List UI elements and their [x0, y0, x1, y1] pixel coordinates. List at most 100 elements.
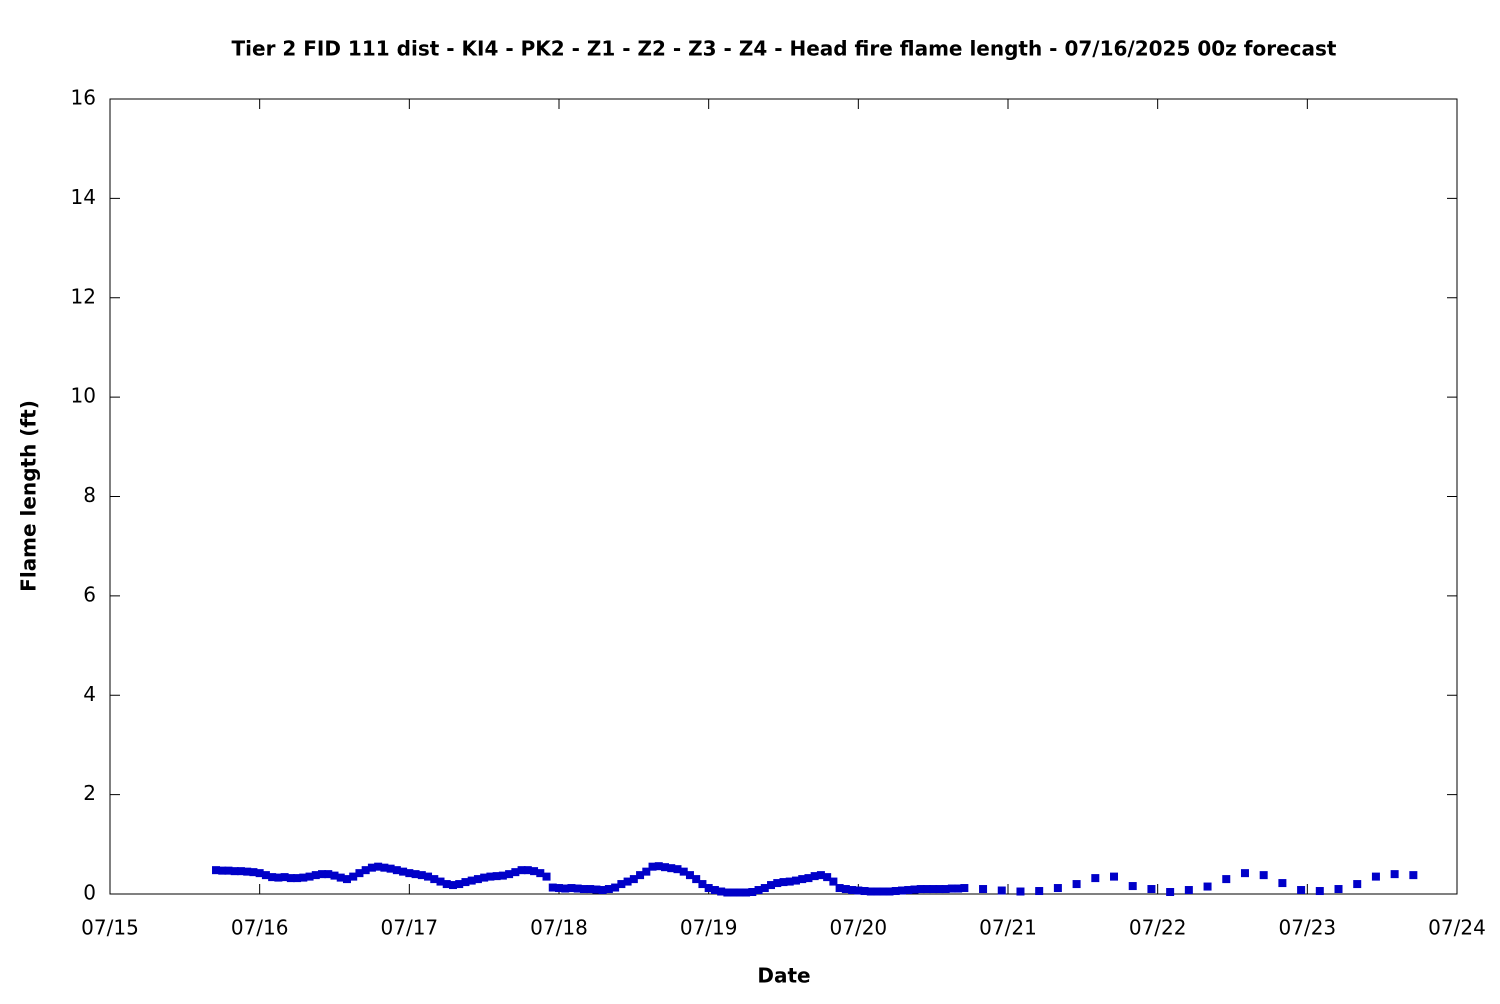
point — [455, 880, 464, 889]
point — [492, 872, 501, 881]
point — [636, 871, 645, 880]
point — [318, 870, 327, 879]
point — [654, 862, 663, 871]
y-tick-label: 10 — [71, 384, 96, 408]
point — [536, 869, 545, 878]
chart-title: Tier 2 FID 111 dist - KI4 - PK2 - Z1 - Z… — [232, 37, 1337, 61]
x-tick-label: 07/19 — [680, 916, 738, 940]
point — [767, 881, 776, 890]
point — [299, 873, 308, 882]
point — [679, 867, 688, 876]
point — [542, 872, 551, 881]
point — [1371, 872, 1380, 881]
point — [1315, 887, 1324, 896]
point — [505, 870, 514, 879]
point — [1278, 879, 1287, 888]
y-tick-label: 2 — [83, 781, 96, 805]
point — [873, 887, 882, 896]
point — [791, 876, 800, 885]
point — [866, 887, 875, 896]
point — [517, 866, 526, 875]
point — [1110, 872, 1119, 881]
point — [274, 873, 283, 882]
point — [286, 874, 295, 883]
point — [430, 875, 439, 884]
point — [1053, 884, 1062, 893]
point — [1390, 870, 1399, 879]
point — [255, 869, 264, 878]
x-tick-label: 07/23 — [1279, 916, 1337, 940]
point — [1016, 887, 1025, 896]
point — [280, 873, 289, 882]
point — [380, 863, 389, 872]
point — [480, 873, 489, 882]
y-tick-label: 8 — [83, 483, 96, 507]
point — [717, 887, 726, 896]
point — [922, 885, 931, 894]
point — [947, 884, 956, 893]
x-tick-label: 07/24 — [1428, 916, 1486, 940]
point — [367, 863, 376, 872]
y-tick-label: 4 — [83, 682, 96, 706]
point — [511, 868, 520, 877]
point — [567, 884, 576, 893]
point — [411, 870, 420, 879]
point — [342, 875, 351, 884]
point — [586, 885, 595, 894]
point — [1353, 880, 1362, 889]
point — [673, 865, 682, 874]
point — [729, 888, 738, 897]
y-axis-label: Flame length (ft) — [17, 400, 41, 592]
point — [355, 869, 364, 878]
point — [592, 885, 601, 894]
point — [816, 871, 825, 880]
point — [629, 875, 638, 884]
point — [798, 875, 807, 884]
point — [1259, 871, 1268, 880]
point — [742, 888, 751, 897]
point — [692, 875, 701, 884]
point — [623, 877, 632, 886]
point — [904, 886, 913, 895]
point — [330, 871, 339, 880]
y-tick-label: 14 — [71, 185, 96, 209]
point — [461, 878, 470, 887]
point — [773, 879, 782, 888]
point — [236, 867, 245, 876]
point — [954, 884, 963, 893]
point — [704, 884, 713, 893]
point — [311, 871, 320, 880]
point — [212, 866, 221, 875]
point — [997, 886, 1006, 895]
point — [1222, 875, 1231, 884]
point — [910, 885, 919, 894]
x-tick-label: 07/16 — [231, 916, 289, 940]
point — [417, 871, 426, 880]
point — [473, 875, 482, 884]
point — [710, 886, 719, 895]
point — [642, 867, 651, 876]
y-tick-label: 12 — [71, 284, 96, 308]
point — [1147, 885, 1156, 894]
point — [442, 880, 451, 889]
point — [218, 866, 227, 875]
point — [748, 888, 757, 897]
point — [374, 862, 383, 871]
point — [405, 869, 414, 878]
point — [349, 872, 358, 881]
point — [598, 886, 607, 895]
point — [648, 862, 657, 871]
point — [848, 886, 857, 895]
point — [530, 867, 539, 876]
point — [611, 883, 620, 892]
point — [548, 883, 557, 892]
point — [604, 885, 613, 894]
point — [243, 867, 252, 876]
point — [424, 872, 433, 881]
point — [1409, 871, 1418, 880]
point — [467, 876, 476, 885]
point — [617, 880, 626, 889]
point — [1166, 888, 1175, 897]
point — [573, 884, 582, 893]
point — [929, 885, 938, 894]
